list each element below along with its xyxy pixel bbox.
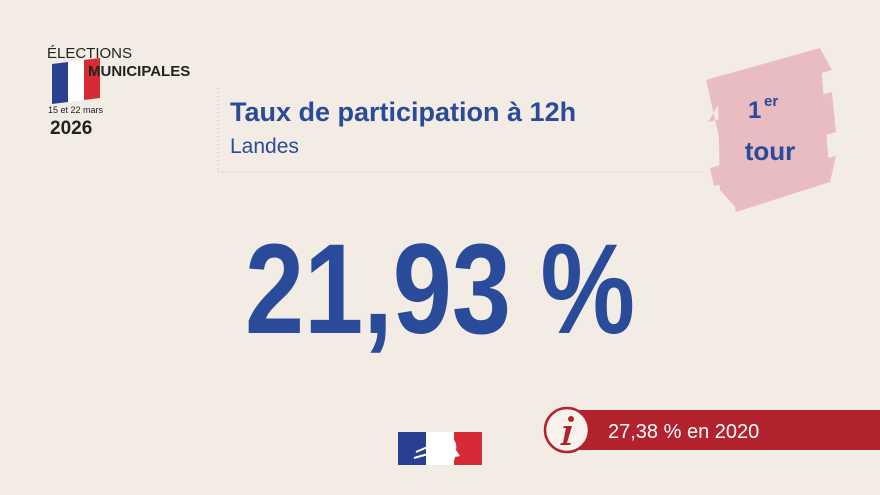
header-line2: MUNICIPALES (88, 63, 190, 80)
title: Taux de participation à 12h (230, 97, 576, 127)
info-icon-stem (560, 426, 572, 445)
flag (52, 58, 100, 104)
badge-number: 1 (748, 97, 761, 124)
subtitle: Landes (230, 135, 299, 158)
main-value: 21,93 % (245, 218, 635, 361)
badge-suffix: er (764, 93, 778, 110)
comparison: 27,38 % en 2020 (608, 421, 759, 443)
info-icon-dot (568, 416, 574, 422)
badge-shape (712, 50, 830, 210)
header-year: 2026 (50, 118, 92, 139)
badge-word: tour (745, 136, 796, 166)
header-line1: ÉLECTIONS (47, 45, 132, 62)
republic-logo (398, 432, 482, 465)
header-dates: 15 et 22 mars (48, 105, 104, 115)
comparison-bar (566, 410, 880, 450)
